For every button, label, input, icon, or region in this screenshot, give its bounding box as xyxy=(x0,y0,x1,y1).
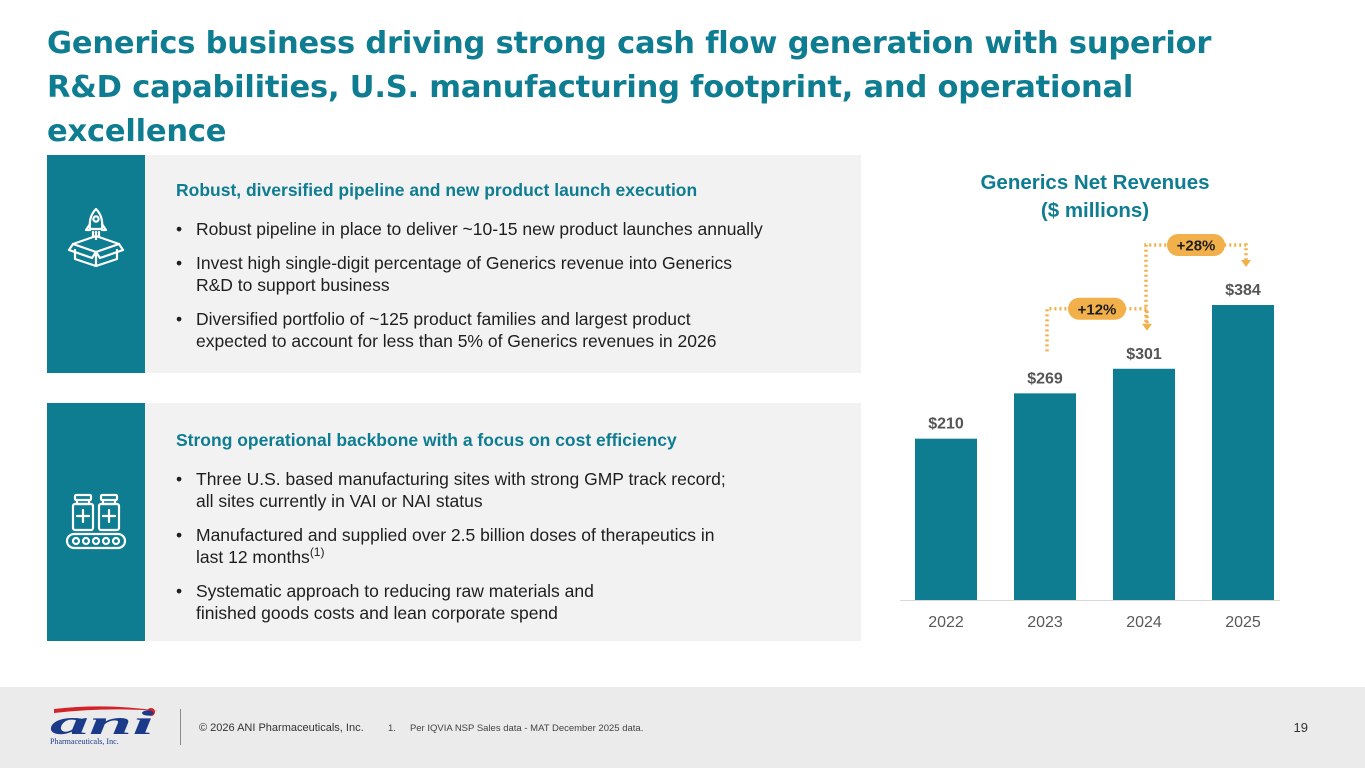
chart-title: Generics Net Revenues ($ millions) xyxy=(900,169,1290,225)
footnote-marker: (1) xyxy=(309,545,325,560)
bar-2023 xyxy=(1014,393,1076,600)
pipeline-icon-bar xyxy=(47,155,145,373)
footnote: 1. Per IQVIA NSP Sales data - MAT Decembe… xyxy=(388,723,643,734)
chart-title-text: Generics Net Revenues xyxy=(980,171,1210,194)
bullet-line: finished goods costs and lean corporate … xyxy=(196,603,558,623)
growth-arrowhead-2025 xyxy=(1241,260,1251,267)
growth-pill-2024 xyxy=(1068,297,1126,320)
operations-panel: Strong operational backbone with a focus… xyxy=(47,403,861,641)
bullet-item: Robust pipeline in place to deliver ~10-… xyxy=(176,218,856,240)
x-tick-2022: 2022 xyxy=(928,614,964,631)
growth-label-2024: +12% xyxy=(1078,301,1117,318)
manufacturing-conveyor-icon xyxy=(65,493,127,550)
logo-subtext: Pharmaceuticals, Inc. xyxy=(50,737,119,745)
bullet-line: Systematic approach to reducing raw mate… xyxy=(196,581,594,601)
pipeline-bullet-list: Robust pipeline in place to deliver ~10-… xyxy=(176,218,856,364)
footnote-text: Per IQVIA NSP Sales data - MAT December … xyxy=(409,723,644,734)
bar-2025 xyxy=(1212,305,1274,600)
bullet-line: all sites currently in VAI or NAI status xyxy=(196,491,483,511)
page-title: Generics business driving strong cash fl… xyxy=(47,26,1212,149)
bullet-line: Robust pipeline in place to deliver ~10-… xyxy=(196,219,763,239)
bullet-item: Three U.S. based manufacturing sites wit… xyxy=(176,468,856,512)
bullet-item: Systematic approach to reducing raw mate… xyxy=(176,580,856,624)
bullet-line: R&D to support business xyxy=(196,275,390,295)
bullet-line: Invest high single-digit percentage of G… xyxy=(196,253,732,273)
data-label-2022: $210 xyxy=(928,416,964,433)
copyright-text: © 2026 ANI Pharmaceuticals, Inc. xyxy=(199,722,364,734)
chart-subtitle-text: ($ millions) xyxy=(1040,199,1150,222)
growth-label-2025: +28% xyxy=(1177,238,1216,255)
ani-logo: ani Pharmaceuticals, Inc. xyxy=(50,705,158,745)
bullet-line: Diversified portfolio of ~125 product fa… xyxy=(196,309,691,329)
bullet-item: Diversified portfolio of ~125 product fa… xyxy=(176,308,856,352)
x-tick-2025: 2025 xyxy=(1225,614,1261,631)
bullet-line: Manufactured and supplied over 2.5 billi… xyxy=(196,525,715,545)
logo-wordmark: ani xyxy=(50,705,155,742)
footnote-number: 1. xyxy=(388,723,396,734)
bar-2024 xyxy=(1113,368,1175,600)
bullet-item: Manufactured and supplied over 2.5 billi… xyxy=(176,524,856,568)
x-tick-2024: 2024 xyxy=(1126,614,1162,631)
data-label-2025: $384 xyxy=(1225,282,1261,299)
bullet-item: Invest high single-digit percentage of G… xyxy=(176,252,856,296)
bullet-line: expected to account for less than 5% of … xyxy=(196,331,717,351)
bullet-line: last 12 months xyxy=(196,547,310,567)
revenue-bar-chart: $210 2022 $269 2023 $301 2024 $384 2025 +12% +28% xyxy=(900,234,1280,631)
operations-icon-bar xyxy=(47,403,145,641)
x-tick-2023: 2023 xyxy=(1027,614,1063,631)
bullet-line: Three U.S. based manufacturing sites wit… xyxy=(196,469,726,489)
data-label-2023: $269 xyxy=(1027,370,1063,387)
data-label-2024: $301 xyxy=(1126,346,1162,363)
footer-divider xyxy=(180,709,181,745)
operations-heading: Strong operational backbone with a focus… xyxy=(176,430,677,450)
rocket-box-icon xyxy=(67,207,125,267)
pipeline-panel: Robust, diversified pipeline and new pro… xyxy=(47,155,861,373)
pipeline-heading: Robust, diversified pipeline and new pro… xyxy=(176,180,698,200)
bullet-line-with-footnote: last 12 months(1) xyxy=(196,546,856,568)
footer: ani Pharmaceuticals, Inc. © 2026 ANI Pha… xyxy=(0,687,1365,768)
page-number: 19 xyxy=(1293,720,1308,735)
operations-bullet-list: Three U.S. based manufacturing sites wit… xyxy=(176,468,856,636)
growth-pill-2025 xyxy=(1167,234,1225,256)
bar-2022 xyxy=(915,438,977,600)
